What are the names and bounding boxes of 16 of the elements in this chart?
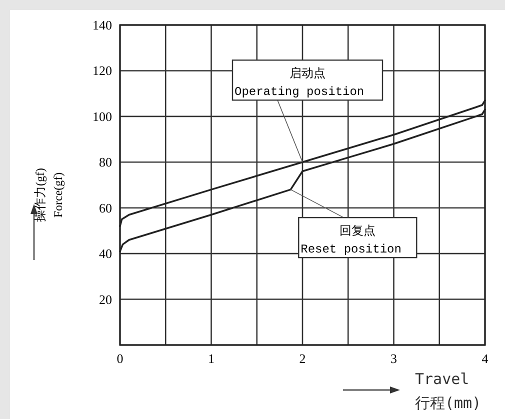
x-tick-label: 4 bbox=[482, 351, 489, 366]
y-tick-label: 100 bbox=[92, 108, 112, 124]
x-tick-label: 1 bbox=[208, 351, 214, 366]
annotation: 启动点 Operating position bbox=[234, 66, 364, 100]
y-axis-title: 操作力(gf) Force(gf) bbox=[33, 168, 65, 222]
x-tick-label: 2 bbox=[299, 351, 306, 366]
y-tick-label: 140 bbox=[92, 18, 112, 32]
x-axis-title: Travel 行程(mm) bbox=[415, 370, 482, 412]
y-tick-label: 20 bbox=[99, 292, 112, 307]
y-tick-label: 120 bbox=[92, 63, 112, 78]
y-tick-label: 40 bbox=[99, 246, 112, 262]
x-tick-label: 0 bbox=[116, 351, 124, 366]
x-tick-label: 3 bbox=[390, 351, 397, 366]
annotation: 回复点 Reset position bbox=[300, 224, 402, 257]
y-tick-label: 80 bbox=[99, 154, 112, 170]
y-tick-label: 60 bbox=[99, 200, 112, 216]
